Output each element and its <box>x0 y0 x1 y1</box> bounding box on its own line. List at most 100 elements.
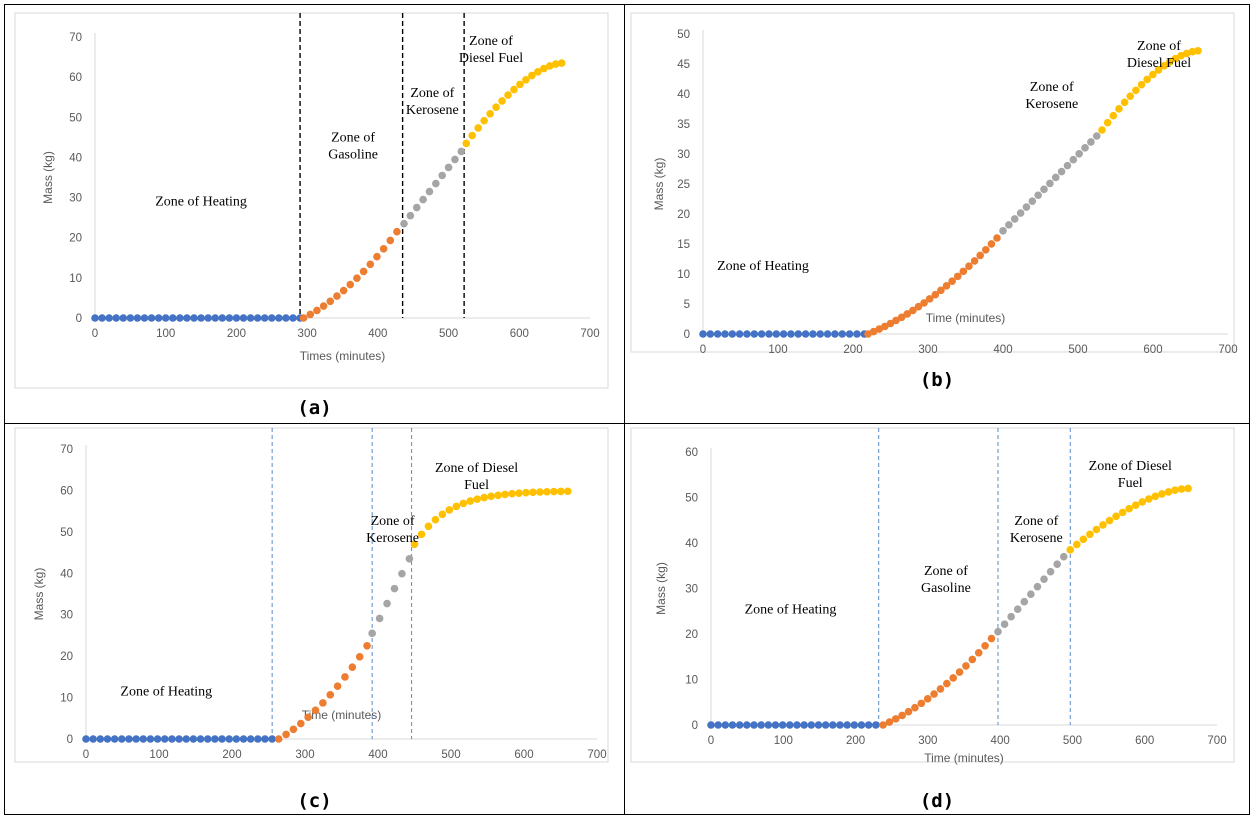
data-point <box>981 641 989 650</box>
y-tick-label: 0 <box>67 734 73 746</box>
y-tick-label: 0 <box>692 720 698 732</box>
x-tick-label: 100 <box>774 735 793 747</box>
data-point <box>953 272 962 281</box>
data-point <box>522 488 530 497</box>
data-point <box>564 487 572 496</box>
data-point <box>1099 521 1107 529</box>
panel-label-c: (c) <box>297 790 332 812</box>
data-point <box>891 715 900 723</box>
data-point <box>999 227 1007 235</box>
data-point <box>943 679 951 688</box>
data-point <box>516 80 524 89</box>
data-point <box>721 330 729 338</box>
data-point <box>1059 552 1068 561</box>
zone-annotation-line: Zone of <box>1030 80 1074 95</box>
chart-frame <box>14 427 609 763</box>
data-point <box>1000 620 1009 629</box>
data-point <box>529 488 537 497</box>
data-point <box>274 735 283 743</box>
y-tick-label: 25 <box>677 179 690 191</box>
data-point <box>353 274 361 282</box>
x-tick-label: 400 <box>368 749 387 761</box>
zone-annotation: Zone of Heating <box>120 685 212 700</box>
panel-a: 0 100 200 300 400 500 600 700 0 10 20 30 40 50 60 70 Tim… <box>5 5 624 423</box>
x-tick-label: 400 <box>993 344 1012 356</box>
y-tick-label: 40 <box>60 568 73 580</box>
data-point <box>779 330 788 338</box>
data-point <box>405 554 414 563</box>
y-axis-title: Mass (kg) <box>652 158 666 211</box>
zone-annotation-line: Zone of Heating <box>745 603 837 618</box>
data-point <box>1125 504 1133 513</box>
data-point <box>965 262 973 271</box>
y-tick-label: 20 <box>685 629 698 641</box>
data-point <box>289 314 297 322</box>
x-tick-label: 700 <box>1207 735 1226 747</box>
data-point <box>1120 98 1129 107</box>
y-tick-label: 30 <box>69 193 82 205</box>
data-point <box>1126 92 1135 100</box>
data-point <box>936 685 945 693</box>
data-point <box>319 302 328 310</box>
data-point <box>1069 155 1078 164</box>
data-point <box>1158 490 1166 498</box>
data-point <box>1046 567 1055 576</box>
data-point <box>175 735 183 743</box>
data-point <box>1081 144 1089 152</box>
data-point <box>398 569 406 578</box>
data-point <box>557 59 566 67</box>
data-point <box>823 330 832 338</box>
zone-annotation: Zone of Kerosene <box>1010 514 1063 546</box>
data-point <box>794 330 803 338</box>
data-point <box>1112 512 1120 521</box>
data-point <box>363 641 371 650</box>
data-point <box>987 634 996 643</box>
data-point <box>368 629 376 638</box>
data-point <box>196 735 205 743</box>
data-point <box>304 713 312 722</box>
data-point <box>486 109 494 118</box>
data-point <box>112 314 121 322</box>
zone-annotation-line: Zone of <box>410 86 454 101</box>
data-point <box>1005 221 1013 229</box>
zone-annotation: Zone of Kerosene <box>406 86 459 118</box>
data-point <box>925 295 934 303</box>
data-point <box>909 306 917 315</box>
data-point <box>110 735 119 743</box>
data-point <box>923 695 932 703</box>
y-tick-label: 10 <box>69 273 82 285</box>
data-point <box>976 251 984 260</box>
data-point <box>153 735 162 743</box>
data-point <box>942 282 951 290</box>
data-point <box>1075 149 1083 158</box>
y-tick-label: 5 <box>684 299 690 311</box>
data-point <box>787 330 795 338</box>
zone-annotation-line: Zone of <box>1137 39 1181 54</box>
data-point <box>268 735 276 743</box>
y-tick-label: 30 <box>677 149 690 161</box>
data-point <box>183 314 191 322</box>
data-point <box>510 85 518 94</box>
zone-annotation-line: Kerosene <box>1025 97 1078 112</box>
data-point <box>750 330 759 338</box>
data-point <box>714 721 722 729</box>
chart-b: 0 100 200 300 400 500 600 700 0 5 10 15 20 25 30 35 40 45… <box>630 12 1238 356</box>
data-point <box>203 735 212 743</box>
data-point <box>1188 47 1197 56</box>
data-point <box>1145 495 1153 503</box>
data-point <box>713 330 722 338</box>
data-point <box>845 330 854 338</box>
zone-annotation: Zone of Diesel Fuel <box>459 34 523 66</box>
data-point <box>225 314 234 322</box>
data-point <box>543 487 551 496</box>
data-point <box>261 735 269 743</box>
data-point <box>1040 575 1048 583</box>
data-point <box>914 302 923 311</box>
data-point <box>1177 485 1186 493</box>
y-tick-label: 50 <box>69 112 82 124</box>
x-tick-label: 100 <box>768 344 787 356</box>
data-point <box>452 502 461 511</box>
data-point <box>218 735 226 743</box>
data-point <box>383 599 391 608</box>
data-point <box>892 316 900 325</box>
